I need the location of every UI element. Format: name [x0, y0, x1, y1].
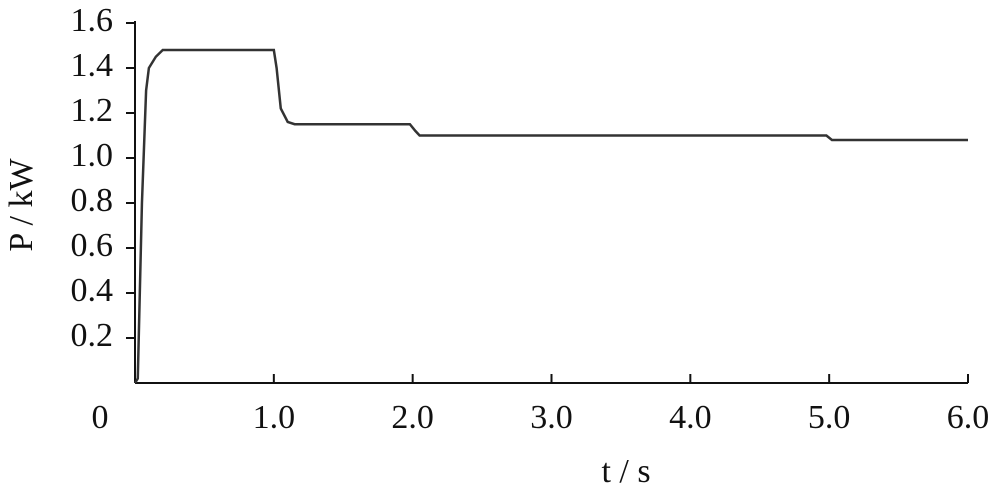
x-tick-label: 3.0 [530, 399, 573, 436]
x-tick-label: 5.0 [808, 399, 851, 436]
y-tick-label: 1.2 [71, 92, 114, 129]
x-axis-label: t / s [601, 453, 650, 490]
x-tick-label: 2.0 [391, 399, 434, 436]
y-tick-label: 0.4 [71, 272, 114, 309]
y-tick-label: 0.6 [71, 227, 114, 264]
x-tick-label: 1.0 [253, 399, 296, 436]
x-tick-label: 0 [92, 399, 109, 436]
y-tick-label: 0.2 [71, 317, 114, 354]
x-tick-label: 6.0 [947, 399, 990, 436]
y-axis-label: P / kW [3, 158, 40, 252]
y-tick-label: 1.0 [71, 137, 114, 174]
y-tick-label: 1.4 [71, 47, 114, 84]
y-tick-label: 0.8 [71, 182, 114, 219]
x-tick-label: 4.0 [669, 399, 712, 436]
data-line [133, 48, 968, 384]
y-tick-label: 1.6 [71, 2, 114, 39]
